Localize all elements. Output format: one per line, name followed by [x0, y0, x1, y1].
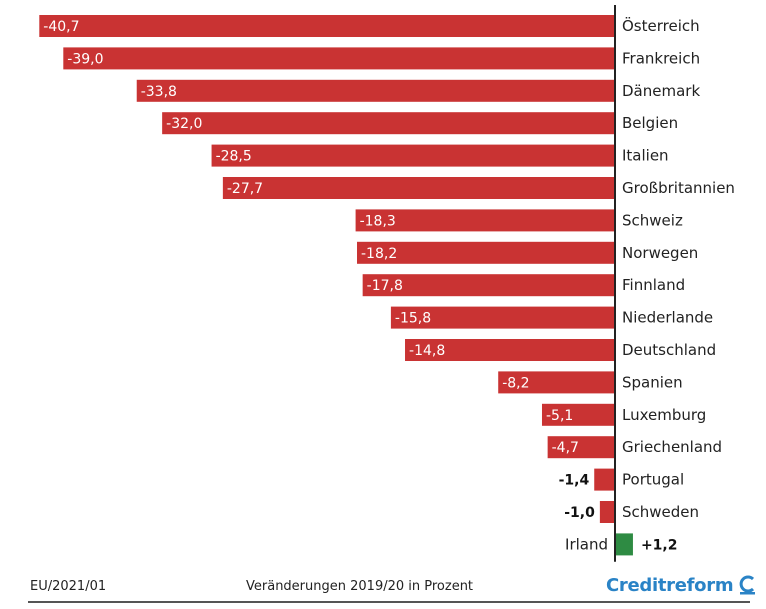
brand-name: Creditreform — [606, 574, 734, 596]
category-label: Irland — [565, 535, 608, 553]
creditreform-logo-icon — [739, 575, 756, 595]
category-label: Deutschland — [622, 341, 716, 359]
bar — [594, 468, 614, 491]
bar-chart: -40,7 Österreich -39,0 Frankreich -33,8 Dänem… — [39, 5, 735, 562]
bar — [616, 533, 633, 556]
value-label: -39,0 — [67, 51, 103, 67]
value-label: -33,8 — [141, 84, 177, 100]
value-label: -18,3 — [360, 213, 396, 229]
bar — [222, 177, 614, 199]
bar — [547, 436, 614, 459]
category-label: Spanien — [622, 373, 683, 391]
category-label: Luxemburg — [622, 406, 706, 424]
value-label: -40,7 — [43, 19, 79, 35]
bar — [39, 15, 614, 37]
category-label: Schweiz — [622, 211, 683, 229]
bar — [162, 112, 614, 135]
value-label: -1,4 — [559, 473, 590, 489]
bar — [355, 209, 614, 232]
value-label: -15,8 — [395, 311, 431, 327]
value-label: +1,2 — [641, 537, 678, 553]
bar — [136, 79, 614, 102]
category-label: Großbritannien — [622, 179, 735, 197]
category-label: Portugal — [622, 471, 684, 489]
category-label: Belgien — [622, 114, 678, 132]
bar — [541, 403, 614, 426]
value-label: -32,0 — [166, 116, 202, 132]
category-label: Schweden — [622, 503, 699, 521]
category-label: Griechenland — [622, 438, 722, 456]
bar — [357, 241, 614, 264]
bar — [362, 274, 614, 297]
chart-footer: EU/2021/01 Veränderungen 2019/20 in Proz… — [0, 571, 766, 609]
chart-caption: Veränderungen 2019/20 in Prozent — [246, 579, 474, 594]
category-label: Italien — [622, 147, 669, 165]
value-label: -27,7 — [227, 181, 263, 197]
value-label: -1,0 — [564, 505, 595, 521]
value-label: -5,1 — [546, 408, 573, 424]
bar — [211, 144, 614, 167]
value-label: -14,8 — [409, 343, 445, 359]
value-label: -18,2 — [361, 246, 397, 262]
value-label: -8,2 — [502, 375, 529, 391]
bar — [599, 501, 614, 523]
brand-logo: Creditreform — [606, 571, 757, 599]
category-label: Österreich — [622, 16, 700, 35]
category-label: Niederlande — [622, 309, 713, 327]
value-label: -17,8 — [367, 278, 403, 294]
bar — [390, 306, 614, 329]
category-label: Finnland — [622, 276, 685, 294]
value-label: -4,7 — [552, 440, 579, 456]
value-label: -28,5 — [216, 149, 252, 165]
bar — [405, 339, 614, 361]
category-label: Frankreich — [622, 49, 700, 67]
bar — [498, 371, 614, 394]
bar — [63, 47, 614, 70]
footer-rule — [28, 601, 750, 603]
category-label: Norwegen — [622, 244, 698, 262]
category-label: Dänemark — [622, 82, 700, 100]
source-code: EU/2021/01 — [30, 579, 107, 594]
